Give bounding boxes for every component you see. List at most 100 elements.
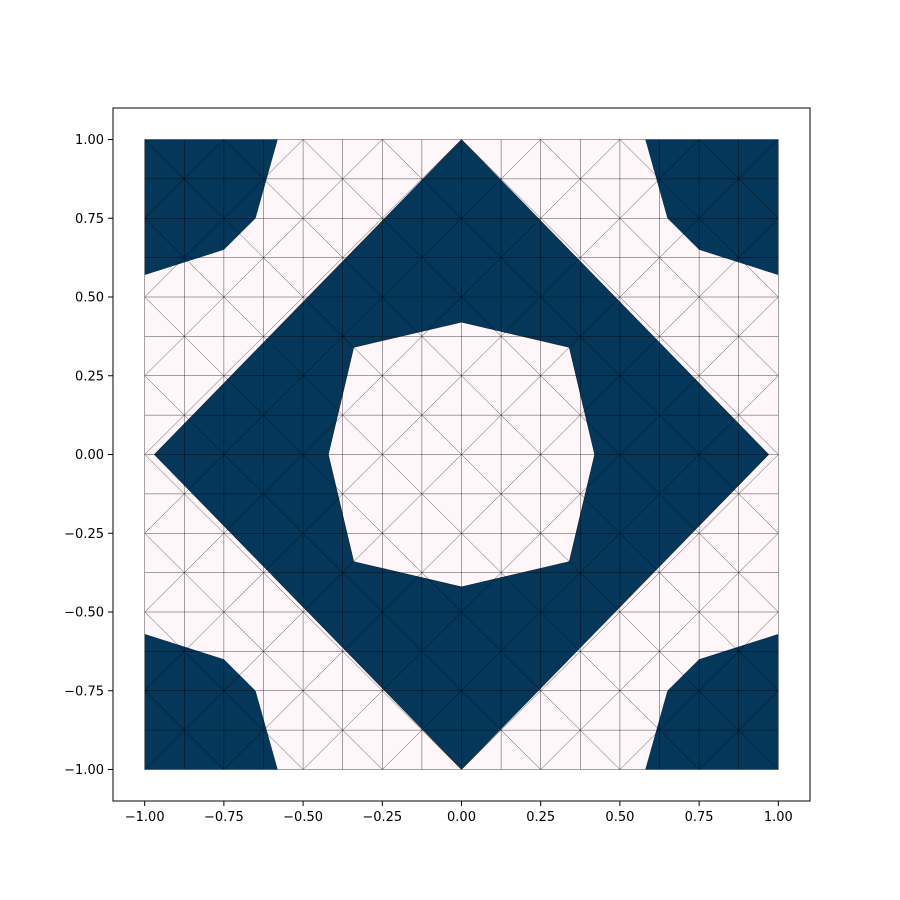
mesh-edge-diagonal bbox=[421, 178, 462, 219]
mesh-edge-diagonal bbox=[342, 729, 383, 770]
x-tick-label: 0.50 bbox=[605, 810, 634, 825]
mesh-edge-diagonal bbox=[698, 572, 739, 613]
mesh-edge-diagonal bbox=[223, 178, 264, 219]
mesh-edge-diagonal bbox=[184, 296, 225, 337]
mesh-edge-diagonal bbox=[382, 414, 423, 455]
mesh-edge-diagonal bbox=[302, 336, 343, 376]
mesh-edge-diagonal bbox=[580, 690, 621, 731]
mesh-edge-diagonal bbox=[223, 257, 264, 298]
mesh-edge-diagonal bbox=[184, 139, 225, 180]
mesh-edge-diagonal bbox=[382, 729, 423, 770]
mesh-edge-diagonal bbox=[342, 454, 383, 495]
mesh-edge-diagonal bbox=[223, 651, 264, 691]
mesh-edge-diagonal bbox=[461, 690, 502, 731]
mesh-edge-diagonal bbox=[223, 611, 264, 652]
mesh-edge-diagonal bbox=[421, 257, 462, 298]
mesh-edge-diagonal bbox=[144, 533, 185, 573]
mesh-edge-diagonal bbox=[184, 533, 225, 573]
mesh-edge-diagonal bbox=[500, 611, 541, 652]
mesh-edge-diagonal bbox=[500, 651, 541, 691]
mesh-edge-diagonal bbox=[263, 139, 304, 180]
mesh-edge-diagonal bbox=[619, 651, 660, 691]
mesh-edge-diagonal bbox=[659, 690, 700, 731]
mesh-edge-diagonal bbox=[619, 178, 660, 219]
mesh-edge-diagonal bbox=[738, 414, 779, 455]
mesh-edge-diagonal bbox=[738, 729, 779, 770]
mesh-edge-diagonal bbox=[698, 729, 739, 770]
mesh-edge-diagonal bbox=[540, 375, 581, 416]
mesh-edge-diagonal bbox=[540, 454, 581, 495]
mesh-edge-diagonal bbox=[659, 454, 700, 495]
mesh-edge-diagonal bbox=[342, 178, 383, 219]
mesh-edge-diagonal bbox=[263, 611, 304, 652]
mesh-edge-diagonal bbox=[738, 572, 779, 613]
mesh-edge-diagonal bbox=[738, 651, 779, 691]
mesh-edge-diagonal bbox=[342, 651, 383, 691]
mesh-edge-diagonal bbox=[184, 414, 225, 455]
mesh-edge-diagonal bbox=[382, 611, 423, 652]
y-tick-label: 0.75 bbox=[75, 212, 104, 227]
high-value-corner-2 bbox=[645, 139, 779, 275]
mesh-edge-diagonal bbox=[184, 690, 225, 731]
mesh-edge-diagonal bbox=[619, 572, 660, 613]
mesh-edge-diagonal bbox=[540, 690, 581, 731]
mesh-edge-diagonal bbox=[540, 296, 581, 337]
mesh-edge-diagonal bbox=[421, 651, 462, 691]
mesh-edge-diagonal bbox=[263, 257, 304, 298]
mesh-edge-diagonal bbox=[619, 454, 660, 495]
mesh-edge-diagonal bbox=[461, 493, 502, 534]
x-tick-label: 0.00 bbox=[447, 810, 476, 825]
mesh-edge-diagonal bbox=[540, 729, 581, 770]
mesh-edge-diagonal bbox=[698, 690, 739, 731]
mesh-edge-diagonal bbox=[461, 414, 502, 455]
mesh-edge-diagonal bbox=[263, 493, 304, 534]
mesh-edge-diagonal bbox=[698, 257, 739, 298]
mesh-edge-diagonal bbox=[698, 336, 739, 376]
mesh-edge-diagonal bbox=[659, 533, 700, 573]
mesh-edge-diagonal bbox=[421, 414, 462, 455]
mesh-edge-diagonal bbox=[263, 729, 304, 770]
mesh-edge-diagonal bbox=[540, 257, 581, 298]
mesh-edge-diagonal bbox=[263, 296, 304, 337]
mesh-edge-diagonal bbox=[342, 572, 383, 613]
mesh-edge-diagonal bbox=[580, 611, 621, 652]
y-tick-label: 0.00 bbox=[75, 448, 104, 463]
mesh-edge-diagonal bbox=[659, 651, 700, 691]
mesh-edge-diagonal bbox=[144, 572, 185, 613]
mesh-edge-diagonal bbox=[263, 218, 304, 258]
mesh-edge-diagonal bbox=[382, 218, 423, 258]
mesh-edges bbox=[144, 139, 779, 770]
mesh-edge-diagonal bbox=[144, 257, 185, 298]
mesh-edge-diagonal bbox=[184, 572, 225, 613]
mesh-edge-diagonal bbox=[659, 414, 700, 455]
mesh-edge-diagonal bbox=[461, 533, 502, 573]
mesh-edge-diagonal bbox=[184, 454, 225, 495]
mesh-edge-diagonal bbox=[659, 493, 700, 534]
mesh-edge-diagonal bbox=[302, 296, 343, 337]
mesh-edge-diagonal bbox=[500, 414, 541, 455]
y-tick-label: 1.00 bbox=[75, 133, 104, 148]
mesh-edge-diagonal bbox=[540, 651, 581, 691]
mesh-edge-diagonal bbox=[342, 414, 383, 455]
mesh-edge-diagonal bbox=[461, 651, 502, 691]
mesh-edge-diagonal bbox=[263, 375, 304, 416]
mesh-edge-diagonal bbox=[698, 414, 739, 455]
mesh-edge-diagonal bbox=[698, 296, 739, 337]
mesh-edge-diagonal bbox=[461, 218, 502, 258]
mesh-edge-diagonal bbox=[342, 139, 383, 180]
mesh-edge-diagonal bbox=[263, 690, 304, 731]
y-tick-label: 0.25 bbox=[75, 369, 104, 384]
y-tick-label: −0.75 bbox=[64, 684, 104, 699]
mesh-edge-diagonal bbox=[382, 178, 423, 219]
mesh-edge-diagonal bbox=[144, 493, 185, 534]
mesh-edge-diagonal bbox=[421, 336, 462, 376]
mesh-edge-diagonal bbox=[540, 336, 581, 376]
mesh-edge-diagonal bbox=[500, 493, 541, 534]
mesh-edge-diagonal bbox=[184, 257, 225, 298]
mesh-edge-diagonal bbox=[580, 533, 621, 573]
mesh-edge-diagonal bbox=[580, 572, 621, 613]
mesh-edge-diagonal bbox=[580, 651, 621, 691]
mesh-edge-diagonal bbox=[500, 178, 541, 219]
mesh-edge-diagonal bbox=[500, 454, 541, 495]
mesh-edge-diagonal bbox=[302, 611, 343, 652]
